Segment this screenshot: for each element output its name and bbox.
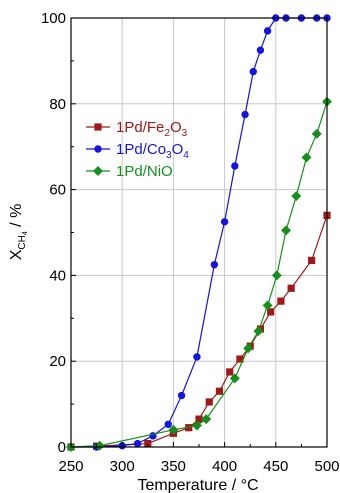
data-point <box>193 353 201 361</box>
data-point <box>241 110 249 119</box>
legend-entry-1: 1Pd/Fe2O3 <box>86 119 188 139</box>
data-point <box>267 308 275 316</box>
y-axis-title: XCH4 / % <box>8 204 29 261</box>
legend-marker <box>94 145 102 153</box>
data-point <box>168 424 179 435</box>
x-axis-title: Temperature / °C <box>137 477 258 493</box>
y-axis-title-unit: / % <box>8 204 25 232</box>
legend-label-subscript: 2 <box>164 128 170 139</box>
legend-label: 1Pd/Fe2O3 <box>116 119 188 139</box>
series-3 <box>66 96 332 452</box>
tick-labels: 250 300 350 400 450 500 0 20 40 60 80 100 <box>41 10 340 475</box>
data-point <box>205 398 213 406</box>
data-point <box>263 27 272 35</box>
axes <box>70 17 328 448</box>
legend-label-part: O <box>172 141 184 158</box>
x-tick-label: 250 <box>58 458 83 475</box>
data-point <box>287 284 295 292</box>
data-point <box>229 373 240 384</box>
data-point <box>291 191 302 202</box>
x-tick-label: 500 <box>314 458 339 475</box>
x-tick-label: 350 <box>161 458 186 475</box>
legend-entry-3: 1Pd/NiO <box>86 163 173 180</box>
x-tick-label: 400 <box>212 458 237 475</box>
data-point <box>311 128 322 139</box>
data-point <box>243 343 254 354</box>
legend-marker <box>93 166 103 176</box>
legend-label-part: 1Pd/NiO <box>116 163 173 180</box>
y-axis-title-main: X <box>8 249 25 260</box>
data-point <box>177 391 186 400</box>
data-point <box>215 387 224 395</box>
series-1 <box>67 211 331 451</box>
x-tick-label: 450 <box>263 458 288 475</box>
y-tick-label: 80 <box>49 96 66 113</box>
legend-label-part: 1Pd/Co <box>116 141 166 158</box>
data-point <box>210 260 219 269</box>
legend-marker <box>94 123 102 131</box>
data-point <box>226 368 234 376</box>
data-point <box>301 152 312 163</box>
y-tick-label: 40 <box>49 267 66 284</box>
y-axis-title-sub: CH <box>17 235 28 249</box>
legend-label-part: O <box>170 119 182 136</box>
y-tick-label: 60 <box>49 182 66 199</box>
series-layer <box>66 14 332 452</box>
data-point <box>249 67 257 76</box>
data-point <box>277 297 285 305</box>
legend-entry-2: 1Pd/Co3O4 <box>86 141 189 161</box>
y-tick-label: 0 <box>58 439 66 456</box>
data-point <box>256 46 265 54</box>
data-point <box>271 270 282 281</box>
legend-label-part: 1Pd/Fe <box>116 119 164 136</box>
data-point <box>164 420 172 428</box>
data-point <box>220 218 229 226</box>
y-tick-label: 100 <box>41 10 66 27</box>
x-tick-label: 300 <box>110 458 135 475</box>
legend-label-subscript: 3 <box>182 128 188 139</box>
data-point <box>201 414 212 425</box>
series-line <box>70 215 328 448</box>
series-line <box>70 101 328 448</box>
y-axis-title-subsub: 4 <box>22 231 29 235</box>
series-2 <box>67 14 331 451</box>
data-point <box>281 225 292 236</box>
data-point <box>308 256 316 264</box>
data-point <box>262 300 273 311</box>
data-point <box>133 439 142 448</box>
legend-label-subscript: 4 <box>183 150 189 161</box>
legend-label: 1Pd/Co3O4 <box>116 141 189 161</box>
data-point <box>191 420 202 431</box>
legend-label-subscript: 3 <box>166 150 172 161</box>
data-point <box>253 326 264 337</box>
grid <box>71 18 327 447</box>
y-tick-label: 20 <box>49 353 66 370</box>
data-point <box>231 162 239 170</box>
legend-label: 1Pd/NiO <box>116 163 173 180</box>
